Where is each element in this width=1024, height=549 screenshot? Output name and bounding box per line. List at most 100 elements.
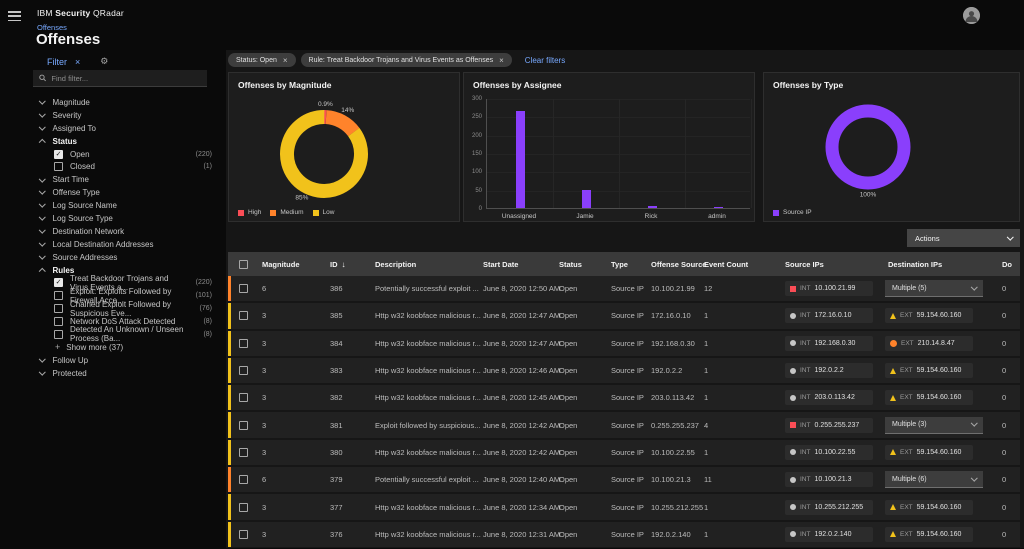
column-header-do[interactable]: Do: [993, 260, 1020, 269]
description-cell[interactable]: Http w32 koobface malicious r...: [372, 339, 480, 348]
clear-filters-link[interactable]: Clear filters: [525, 56, 565, 65]
bar-rick[interactable]: [648, 206, 657, 208]
column-header-status[interactable]: Status: [556, 260, 608, 269]
slice-percent-label: 14%: [341, 107, 354, 114]
bar-jamie[interactable]: [582, 190, 591, 208]
filter-group-source-addresses[interactable]: Source Addresses: [0, 251, 226, 264]
description-cell[interactable]: Potentially successful exploit ...: [372, 475, 480, 484]
column-header-event-count[interactable]: Event Count: [701, 260, 773, 269]
filter-search-input[interactable]: [51, 74, 201, 83]
filter-group-local-destination-addresses[interactable]: Local Destination Addresses: [0, 238, 226, 251]
column-header-destination-ips[interactable]: Destination IPs: [878, 260, 993, 269]
filter-tag[interactable]: Status: Open×: [228, 53, 296, 67]
filter-group-start-time[interactable]: Start Time: [0, 173, 226, 186]
row-checkbox[interactable]: [239, 284, 248, 293]
bar-admin[interactable]: [714, 207, 723, 208]
chevron-down-icon: [39, 124, 45, 130]
legend-item-medium[interactable]: Medium: [270, 209, 303, 216]
column-header-source-ips[interactable]: Source IPs: [773, 260, 878, 269]
destination-multiple-dropdown[interactable]: Multiple (5): [885, 280, 983, 297]
checkbox[interactable]: [54, 317, 63, 326]
description-cell[interactable]: Http w32 koobface malicious r...: [372, 366, 480, 375]
filter-group-destination-network[interactable]: Destination Network: [0, 225, 226, 238]
checkbox[interactable]: [54, 304, 63, 313]
domain-cell: 0: [993, 284, 1020, 293]
filter-group-label: Destination Network: [53, 227, 125, 236]
description-cell[interactable]: Exploit followed by suspicious...: [372, 421, 480, 430]
checkbox[interactable]: ✓: [54, 150, 63, 159]
bar-unassigned[interactable]: [516, 111, 525, 208]
column-header-start-date[interactable]: Start Date: [480, 260, 556, 269]
filter-option-open[interactable]: ✓Open(220): [0, 148, 226, 161]
filter-option-chained-exploit-followed-by-suspicious-eve[interactable]: Chained Exploit Followed by Suspicious E…: [0, 302, 226, 315]
actions-dropdown[interactable]: Actions: [907, 229, 1020, 247]
yellow-warning-icon: [890, 531, 896, 537]
description-cell[interactable]: Http w32 koobface malicious r...: [372, 393, 480, 402]
filter-group-offense-type[interactable]: Offense Type: [0, 186, 226, 199]
gray-dot-icon: [790, 368, 796, 374]
row-checkbox[interactable]: [239, 475, 248, 484]
column-header-magnitude[interactable]: Magnitude: [259, 260, 327, 269]
magnitude-cell: 3: [259, 393, 327, 402]
checkbox[interactable]: [54, 162, 63, 171]
legend-item-source-ip[interactable]: Source IP: [773, 209, 812, 216]
checkbox[interactable]: [54, 291, 63, 300]
filter-option-detected-an-unknown-unseen-process-ba[interactable]: Detected An Unknown / Unseen Process (Ba…: [0, 328, 226, 341]
row-checkbox[interactable]: [239, 393, 248, 402]
filter-group-follow-up[interactable]: Follow Up: [0, 354, 226, 367]
row-checkbox[interactable]: [239, 530, 248, 539]
remove-tag-icon[interactable]: ×: [499, 56, 504, 65]
column-header-type[interactable]: Type: [608, 260, 648, 269]
filter-group-log-source-name[interactable]: Log Source Name: [0, 199, 226, 212]
user-avatar-icon[interactable]: [963, 7, 980, 24]
legend-item-low[interactable]: Low: [313, 209, 335, 216]
remove-tag-icon[interactable]: ×: [283, 56, 288, 65]
description-cell[interactable]: Http w32 koobface malicious r...: [372, 530, 480, 539]
row-checkbox[interactable]: [239, 311, 248, 320]
filter-group-magnitude[interactable]: Magnitude: [0, 96, 226, 109]
magnitude-cell: 3: [259, 421, 327, 430]
donut-slice-low[interactable]: [272, 102, 375, 205]
legend-item-high[interactable]: High: [238, 209, 261, 216]
filter-settings-gear-icon[interactable]: ⚙: [100, 56, 108, 67]
column-header-description[interactable]: Description: [372, 260, 480, 269]
filter-group-log-source-type[interactable]: Log Source Type: [0, 212, 226, 225]
menu-icon[interactable]: [8, 11, 21, 21]
filter-group-severity[interactable]: Severity: [0, 109, 226, 122]
filter-option-closed[interactable]: Closed(1): [0, 160, 226, 173]
filter-group-protected[interactable]: Protected: [0, 367, 226, 380]
description-cell[interactable]: Potentially successful exploit ...: [372, 284, 480, 293]
filter-option-count: (1): [203, 163, 212, 170]
column-header-id[interactable]: ID↓: [327, 260, 372, 269]
row-checkbox[interactable]: [239, 448, 248, 457]
column-header-offense-source[interactable]: Offense Source: [648, 260, 701, 269]
filter-tag[interactable]: Rule: Treat Backdoor Trojans and Virus E…: [301, 53, 512, 67]
row-checkbox[interactable]: [239, 421, 248, 430]
destination-multiple-dropdown[interactable]: Multiple (3): [885, 417, 983, 434]
x-tick-label: admin: [708, 213, 726, 220]
row-checkbox[interactable]: [239, 503, 248, 512]
filter-group-status[interactable]: Status: [0, 135, 226, 148]
checkbox[interactable]: ✓: [54, 278, 63, 287]
close-filter-panel-icon[interactable]: ×: [75, 57, 80, 67]
donut-slice-source-ip[interactable]: [832, 111, 904, 183]
filter-group-assigned-to[interactable]: Assigned To: [0, 122, 226, 135]
description-cell[interactable]: Http w32 koobface malicious r...: [372, 448, 480, 457]
select-all-checkbox[interactable]: [239, 260, 248, 269]
row-checkbox[interactable]: [239, 366, 248, 375]
destination-multiple-dropdown[interactable]: Multiple (6): [885, 471, 983, 488]
description-cell[interactable]: Http w32 koobface malicious r...: [372, 311, 480, 320]
row-checkbox[interactable]: [239, 339, 248, 348]
description-cell[interactable]: Http w32 koobface malicious r...: [372, 503, 480, 512]
checkbox[interactable]: [54, 330, 63, 339]
